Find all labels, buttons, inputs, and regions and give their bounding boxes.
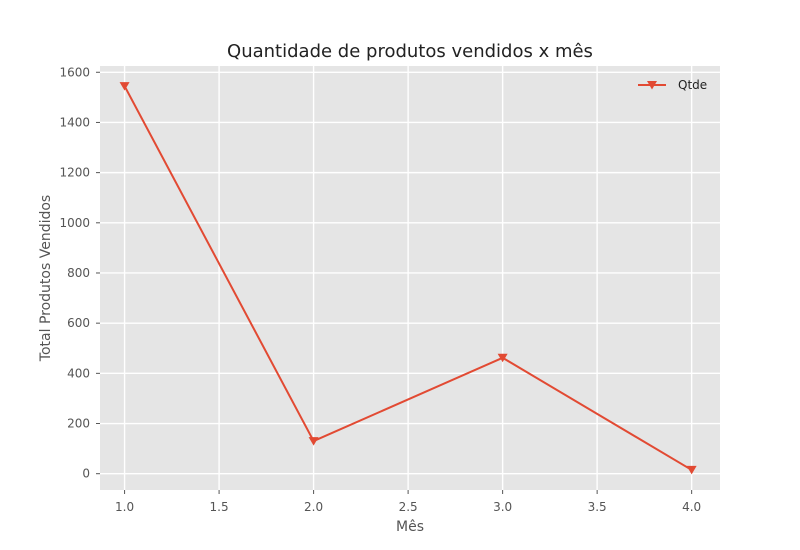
y-tick-label: 0 [82, 467, 90, 481]
chart-title: Quantidade de produtos vendidos x mês [227, 41, 593, 62]
x-tick-label: 2.0 [304, 500, 323, 514]
y-tick-label: 1000 [59, 216, 90, 230]
legend-marker-qtde [647, 81, 657, 90]
x-tick-label: 3.5 [588, 500, 607, 514]
y-axis-label: Total Produtos Vendidos [38, 195, 54, 362]
data-point [119, 82, 130, 91]
x-tick-label: 2.5 [399, 500, 418, 514]
x-axis-ticks: 1.0 1.5 2.0 2.5 3.0 3.5 4.0 [115, 490, 701, 514]
x-tick-label: 1.5 [210, 500, 229, 514]
x-tick-label: 4.0 [682, 500, 701, 514]
y-axis-ticks: 0 200 400 600 800 1000 1200 1400 1600 [59, 65, 100, 481]
data-point [308, 437, 319, 446]
series-line [123, 85, 693, 471]
x-tick-label: 3.0 [493, 500, 512, 514]
y-tick-label: 600 [67, 316, 90, 330]
data-point [497, 353, 508, 363]
y-tick-label: 200 [67, 417, 90, 431]
plot-area [100, 66, 720, 490]
y-tick-label: 400 [67, 366, 90, 380]
legend: Qtde [638, 78, 707, 92]
x-tick-label: 1.0 [115, 500, 134, 514]
y-tick-label: 1600 [59, 65, 90, 79]
x-axis-label: Mês [396, 519, 424, 535]
y-tick-label: 800 [67, 266, 90, 280]
legend-label-qtde: Qtde [678, 78, 707, 92]
data-point [686, 465, 697, 475]
y-tick-label: 1400 [59, 115, 90, 129]
y-tick-label: 1200 [59, 166, 90, 180]
grid [100, 66, 720, 490]
series-layer [119, 82, 697, 475]
